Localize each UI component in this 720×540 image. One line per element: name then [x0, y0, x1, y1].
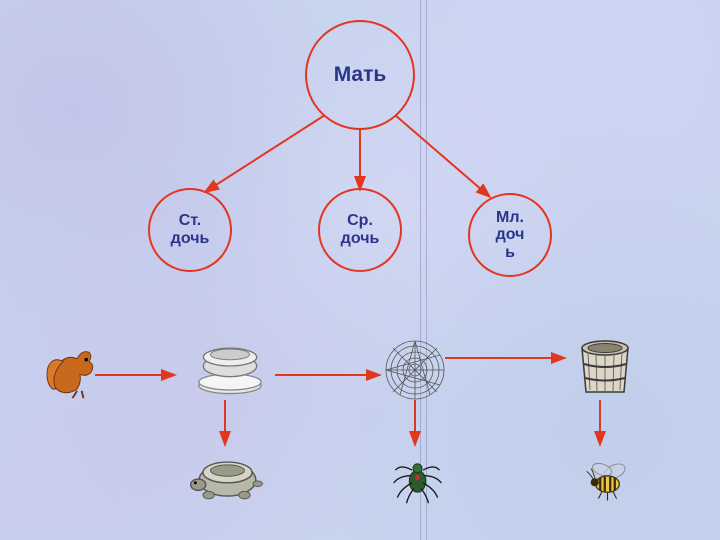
web-icon: [385, 340, 445, 400]
arrow-group: [95, 115, 600, 445]
spider-icon: [390, 450, 445, 505]
node-youngest: Мл. доч ь: [468, 193, 552, 277]
node-eldest-label: Ст. дочь: [171, 212, 210, 247]
node-mother-label: Мать: [334, 63, 387, 86]
node-eldest: Ст. дочь: [148, 188, 232, 272]
squirrel-icon: [45, 345, 100, 400]
dishes-icon: [190, 340, 270, 400]
node-mother: Мать: [305, 20, 415, 130]
node-middle-label: Ср. дочь: [341, 212, 380, 247]
node-youngest-label: Мл. доч ь: [496, 209, 525, 262]
bee-icon: [580, 455, 635, 505]
tub-icon: [570, 330, 640, 400]
node-middle: Ср. дочь: [318, 188, 402, 272]
turtle-icon: [185, 450, 270, 510]
